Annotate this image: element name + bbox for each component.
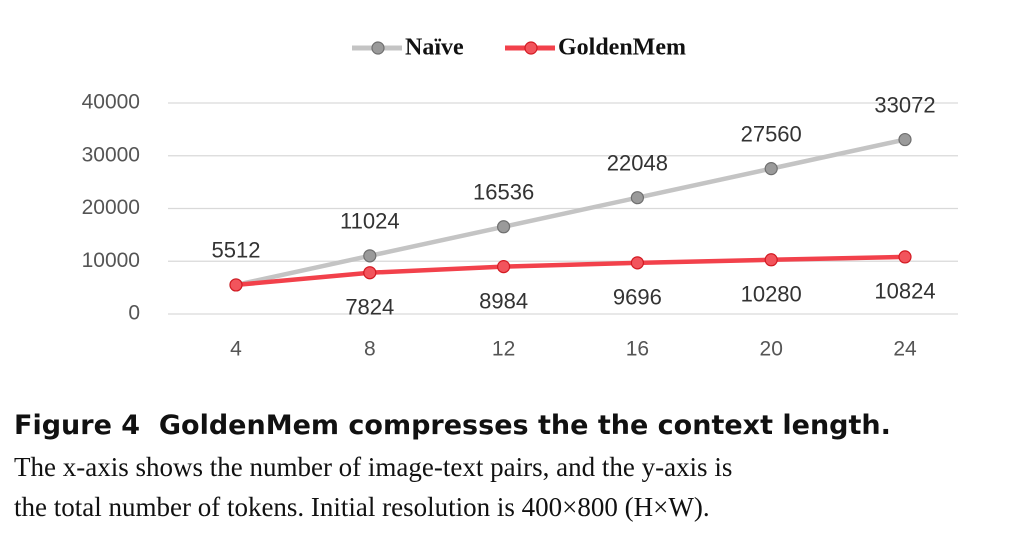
data-label: 10280 [741,282,802,307]
series-line [235,137,906,288]
x-tick-label: 4 [230,338,242,361]
caption-heading: Figure 4 GoldenMem compresses the the co… [14,410,1024,441]
y-tick-label: 20000 [82,196,140,219]
x-tick-label: 16 [626,338,649,361]
data-label: 11024 [340,209,400,234]
chart: 0 10000 20000 30000 40000 4 8 12 16 20 24 Naïve Gold… [82,35,958,361]
data-label: 22048 [607,151,668,176]
caption-line: The x-axis shows the number of image-tex… [14,452,733,482]
legend-label: Naïve [405,35,464,61]
y-tick-label: 0 [128,302,140,325]
data-label: 5512 [212,238,261,263]
caption: Figure 4 GoldenMem compresses the the co… [14,410,1024,527]
data-point [898,250,912,264]
data-point [497,220,511,234]
data-point [764,162,778,176]
data-label: 8984 [479,288,528,313]
legend-marker [524,41,538,55]
data-point [898,132,912,147]
x-tick-label: 12 [492,338,515,361]
data-label: 9696 [613,285,662,310]
data-label: 27560 [741,121,802,146]
data-point [363,266,377,280]
data-point [630,191,645,205]
caption-title: GoldenMem compresses the the context len… [158,410,891,441]
y-tick-label: 10000 [82,249,140,272]
series-line [235,254,906,288]
y-tick-label: 40000 [82,91,140,114]
data-label: 16536 [473,180,534,205]
legend-label: GoldenMem [558,35,686,61]
y-tick-label: 30000 [82,143,140,166]
data-point [363,249,377,263]
x-tick-label: 8 [364,338,376,361]
data-label: 33072 [874,92,935,117]
data-label: 7824 [345,295,394,320]
caption-line: the total number of tokens. Initial reso… [14,492,710,522]
data-point [497,260,511,274]
data-point [229,278,243,292]
legend-marker [371,41,385,55]
data-point [764,253,778,267]
data-label: 10824 [874,279,935,304]
caption-label: Figure 4 [14,410,141,441]
x-tick-label: 24 [893,338,917,361]
x-tick-label: 20 [760,338,783,361]
data-point [630,256,645,270]
